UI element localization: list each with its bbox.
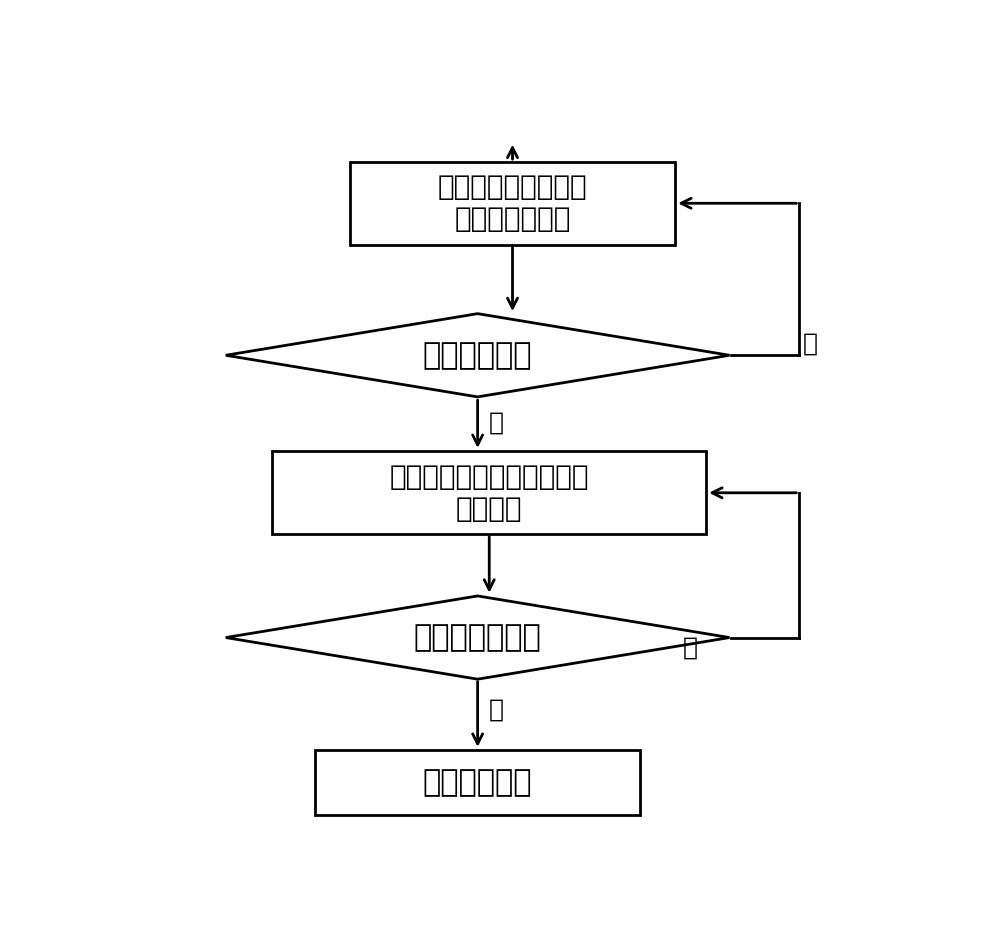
Text: 物联网水位检测模块检测蓄
水池水位: 物联网水位检测模块检测蓄 水池水位 <box>390 462 589 523</box>
Text: 是: 是 <box>489 411 504 434</box>
Polygon shape <box>226 596 730 680</box>
Bar <box>272 451 706 535</box>
Text: 否: 否 <box>803 331 818 355</box>
Text: 打开供水阀门: 打开供水阀门 <box>423 768 532 797</box>
Text: 是否有冷凝水: 是否有冷凝水 <box>423 341 532 369</box>
Text: 否: 否 <box>683 635 698 659</box>
Text: 水位高于设定值: 水位高于设定值 <box>414 623 542 652</box>
Bar <box>315 750 640 815</box>
Bar <box>350 162 675 245</box>
Polygon shape <box>226 314 730 397</box>
Text: 物联网湿度测量模块
感应空调冷凝水: 物联网湿度测量模块 感应空调冷凝水 <box>438 173 587 233</box>
Text: 是: 是 <box>489 697 504 722</box>
